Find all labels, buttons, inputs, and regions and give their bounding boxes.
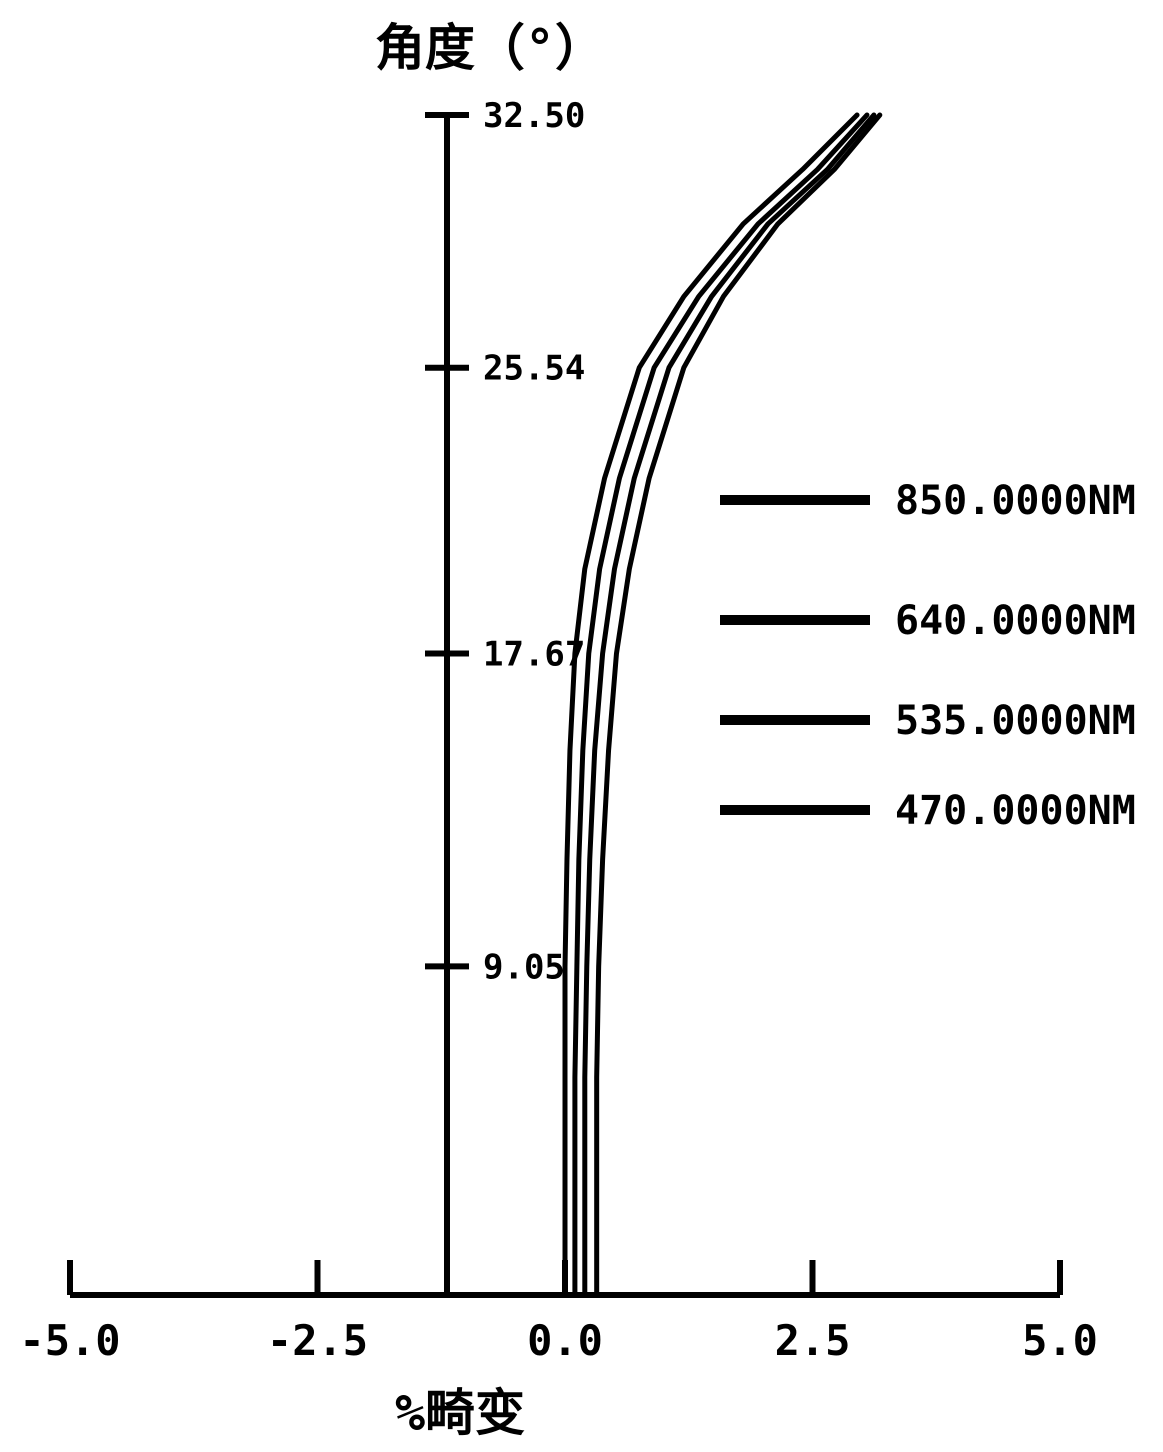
legend-label: 850.0000NM	[895, 478, 1136, 524]
x-axis-title: %畸变	[395, 1384, 525, 1442]
series-line-1	[575, 115, 867, 1295]
y-tick-label: 9.05	[483, 947, 565, 987]
legend-label: 470.0000NM	[895, 788, 1136, 834]
x-tick-label: 5.0	[1022, 1316, 1098, 1365]
x-tick-label: -5.0	[19, 1316, 120, 1365]
legend-label: 535.0000NM	[895, 698, 1136, 744]
series-line-0	[565, 115, 857, 1295]
series-line-3	[597, 115, 880, 1295]
y-tick-label: 32.50	[483, 96, 585, 136]
x-tick-label: 2.5	[775, 1316, 851, 1365]
chart-title: 角度（°）	[375, 19, 605, 77]
x-tick-label: -2.5	[267, 1316, 368, 1365]
y-tick-label: 25.54	[483, 349, 585, 389]
legend-label: 640.0000NM	[895, 598, 1136, 644]
distortion-chart: -5.0 -2.5 0.0 2.5 5.0 %畸变 9.05 17.67 25.54 32.50 角…	[0, 0, 1163, 1452]
y-tick-label: 17.67	[483, 634, 585, 674]
x-tick-label: 0.0	[527, 1316, 603, 1365]
